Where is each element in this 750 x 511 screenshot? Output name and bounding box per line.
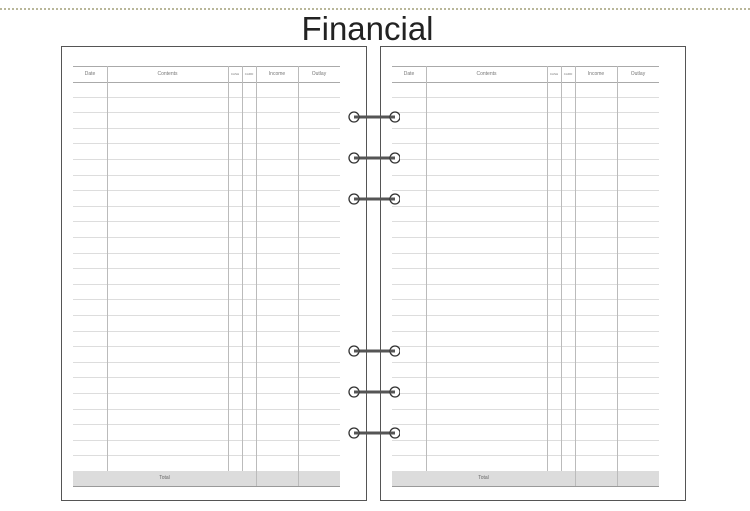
table-row bbox=[73, 424, 340, 426]
table-row bbox=[392, 268, 659, 270]
table-row bbox=[392, 205, 659, 207]
dotted-divider bbox=[0, 8, 750, 10]
table-row bbox=[392, 361, 659, 363]
table-row bbox=[392, 252, 659, 254]
column-header: Date bbox=[403, 71, 415, 77]
table-row bbox=[73, 408, 340, 410]
column-header: Contents bbox=[476, 71, 497, 77]
total-row: Total bbox=[392, 471, 659, 487]
table-row bbox=[73, 455, 340, 457]
table-row bbox=[73, 268, 340, 270]
column-header: Outlay bbox=[311, 71, 327, 77]
table-row bbox=[392, 237, 659, 238]
table-row bbox=[73, 361, 340, 363]
table-row bbox=[392, 299, 659, 301]
column-header: CARD bbox=[244, 72, 254, 76]
table-row bbox=[392, 127, 659, 129]
table-row bbox=[392, 315, 659, 316]
column-divider bbox=[298, 66, 299, 486]
table-row bbox=[392, 346, 659, 348]
table-row bbox=[392, 159, 659, 160]
table-row bbox=[392, 112, 659, 114]
table-row bbox=[73, 315, 340, 316]
column-header: Income bbox=[587, 71, 605, 77]
column-divider bbox=[575, 66, 576, 486]
table-row bbox=[392, 143, 659, 145]
table-row bbox=[392, 455, 659, 457]
planner-page-left: Date Contents CASH CARD Income Outlay Total bbox=[61, 46, 367, 501]
table-row bbox=[73, 174, 340, 176]
table-row bbox=[73, 439, 340, 441]
total-row: Total bbox=[73, 471, 340, 487]
table-row bbox=[392, 221, 659, 223]
table-row bbox=[392, 408, 659, 410]
table-row bbox=[73, 205, 340, 207]
table-header: Date Contents CASH CARD Income Outlay bbox=[392, 66, 659, 83]
table-row bbox=[392, 283, 659, 285]
table-row bbox=[73, 159, 340, 160]
binder-ring-icon bbox=[348, 345, 400, 357]
table-row bbox=[73, 112, 340, 114]
binder-ring-icon bbox=[348, 193, 400, 205]
table-row bbox=[73, 252, 340, 254]
table-row bbox=[73, 377, 340, 379]
binder-ring-icon bbox=[348, 427, 400, 439]
column-header: Contents bbox=[157, 71, 178, 77]
binder-ring-icon bbox=[348, 152, 400, 164]
table-row bbox=[73, 237, 340, 238]
column-header: Date bbox=[84, 71, 96, 77]
table-row bbox=[73, 393, 340, 394]
table-row bbox=[392, 96, 659, 98]
column-divider bbox=[242, 66, 243, 471]
table-row bbox=[392, 190, 659, 192]
table-row bbox=[73, 96, 340, 98]
column-header: CASH bbox=[549, 72, 559, 76]
column-header: Outlay bbox=[630, 71, 646, 77]
table-row bbox=[73, 127, 340, 129]
table-row bbox=[73, 330, 340, 332]
binder-ring-icon bbox=[348, 111, 400, 123]
table-row bbox=[73, 346, 340, 348]
table-row bbox=[392, 393, 659, 394]
total-label: Total bbox=[478, 475, 489, 481]
table-row bbox=[73, 190, 340, 192]
column-divider bbox=[547, 66, 548, 471]
column-divider bbox=[426, 66, 427, 471]
table-row bbox=[73, 221, 340, 223]
table-row bbox=[392, 174, 659, 176]
table-header: Date Contents CASH CARD Income Outlay bbox=[73, 66, 340, 83]
column-divider bbox=[256, 66, 257, 486]
page-title: Financial bbox=[301, 10, 434, 47]
column-divider bbox=[228, 66, 229, 471]
table-row bbox=[392, 330, 659, 332]
table-row bbox=[392, 377, 659, 379]
table-row bbox=[73, 283, 340, 285]
planner-page-right: Date Contents CASH CARD Income Outlay Total bbox=[380, 46, 686, 501]
table-row bbox=[73, 143, 340, 145]
column-divider bbox=[107, 66, 108, 471]
column-header: Income bbox=[268, 71, 286, 77]
table-row bbox=[392, 439, 659, 441]
column-divider bbox=[617, 66, 618, 486]
column-header: CASH bbox=[230, 72, 240, 76]
column-divider bbox=[561, 66, 562, 471]
binder-ring-icon bbox=[348, 386, 400, 398]
table-row bbox=[392, 424, 659, 426]
table-row bbox=[73, 299, 340, 301]
total-label: Total bbox=[159, 475, 170, 481]
column-header: CARD bbox=[563, 72, 573, 76]
